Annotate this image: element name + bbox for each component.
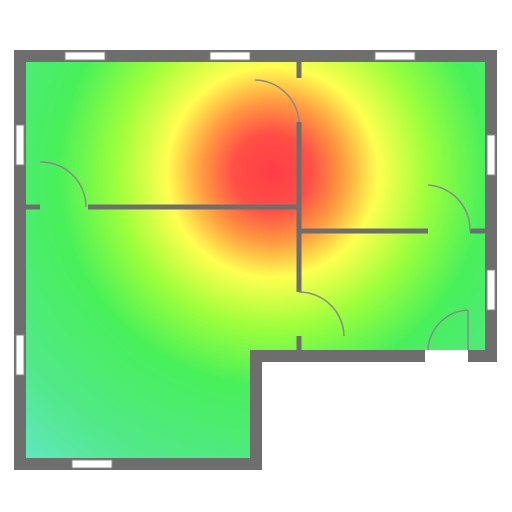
- doors: [39, 79, 471, 351]
- inner-walls: [26, 62, 485, 350]
- heatmap: [26, 62, 485, 458]
- windows: [15, 51, 496, 469]
